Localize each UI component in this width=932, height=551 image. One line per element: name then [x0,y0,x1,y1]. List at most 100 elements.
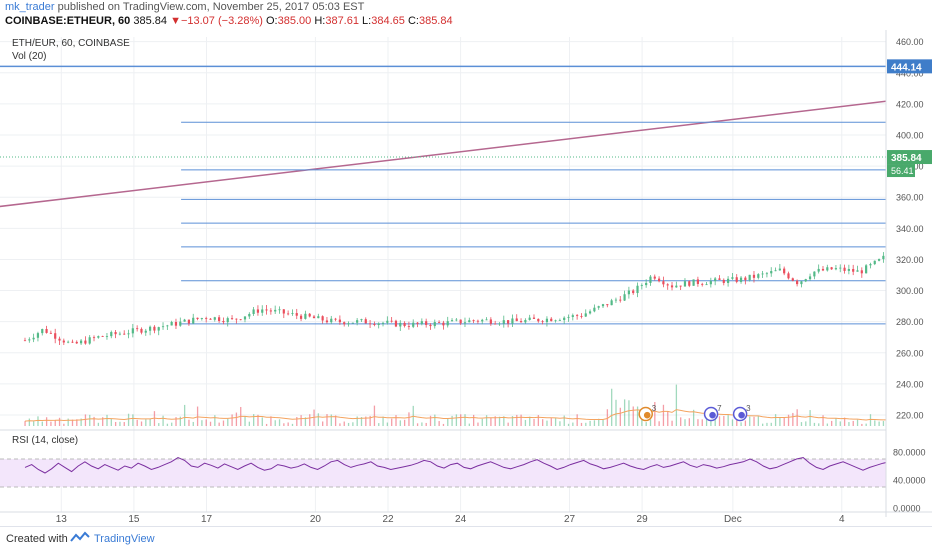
candle-body [450,320,454,322]
candle-body [136,328,139,330]
event-icon-core [738,411,745,419]
candle-body [554,320,557,322]
candle-body [330,318,333,323]
symbol-ohlc: COINBASE:ETHEUR, 60 385.84 ▼−13.07 (−3.2… [5,15,453,27]
candle-body [636,285,639,294]
candle-body [588,311,592,314]
price-tick-label: 220.00 [896,411,924,421]
volume-bar [856,419,859,426]
volume-bar [80,418,82,426]
candle-body [692,279,695,286]
volume-bar [132,414,134,426]
volume-bar [649,419,652,426]
volume-bar [623,399,626,426]
candle-body [218,317,221,321]
volume-bar [593,420,596,426]
candle-body [494,323,497,325]
rsi-band [0,459,886,487]
volume-bar [865,423,867,426]
volume-bar [179,416,181,426]
volume-bar [576,414,578,426]
candle-body [614,299,618,301]
volume-bar [166,423,169,426]
rsi-pane [0,429,932,488]
candle-body [649,276,652,283]
candle-body [670,285,674,288]
candle-body [507,320,510,324]
close-label: C: [407,15,419,27]
candle-body [110,332,113,337]
close-value: 385.84 [418,15,453,27]
volume-bar [278,419,281,426]
candle-body [709,281,712,285]
candles: 3 7 3 [23,199,932,422]
rsi-line [24,457,932,474]
volume-bar [770,422,772,426]
candle-body [252,309,255,314]
candle-body [610,300,613,306]
volume-bar [334,415,337,426]
volume-bar [473,414,475,426]
candle-body [58,338,61,341]
time-tick-label: 4 [839,514,845,525]
volume-bar [33,421,35,426]
volume-bar [291,423,294,426]
volume-bar [701,419,703,426]
candle-body [386,320,389,323]
volume-bar [261,417,263,426]
candle-body [817,268,820,272]
candle-body [239,319,242,321]
candle-body [153,326,156,331]
last-price-text: 385.84 [891,153,922,164]
candle-body [550,318,553,322]
candle-body [558,320,561,321]
candle-body [71,341,74,343]
author-link[interactable]: mk_trader [5,1,55,13]
volume-bar [546,420,548,426]
volume-bar [352,422,354,426]
candle-body [774,270,777,272]
low-label: L: [362,15,372,27]
tradingview-brand[interactable]: TradingView [94,533,155,545]
candle-body [127,333,130,335]
volume-bar [395,415,397,426]
candle-body [735,277,738,282]
volume-bar [861,423,863,426]
candle-body [545,318,549,323]
price-tick-label: 280.00 [896,317,924,327]
candle-body [334,318,337,320]
time-tick-label: 24 [455,514,467,525]
candle-body [567,316,570,318]
volume-bar [662,404,665,426]
volume-bar [192,421,194,426]
last-price-tag [887,150,932,165]
candle-body [403,322,406,327]
volume-bar [274,420,276,426]
candle-body [235,318,238,320]
volume-bar [658,421,660,426]
candle-body [463,322,467,324]
candle-body [416,322,419,324]
low-value: 384.65 [371,15,405,27]
volume-bar [71,419,74,426]
volume-bar [183,404,186,426]
volume-bar [718,416,721,426]
volume-bar [485,415,488,426]
volume-bar [550,418,552,426]
price-chart[interactable]: 373 0(408.18)0.236(377.58)0.382(358.66)0… [0,30,932,526]
candle-body [830,267,833,270]
volume-bar [697,419,699,426]
volume-bar [494,416,496,426]
candle-body [429,324,432,327]
volume-bar [447,418,449,426]
volume-bar [50,421,52,426]
volume-bar [265,423,268,426]
volume-bar [188,419,190,426]
candle-body [778,268,781,271]
candle-body [54,333,57,339]
candle-body [877,259,881,261]
volume-bar [339,423,341,426]
candle-body [351,322,354,324]
rsi-tick-label: 40.0000 [893,476,926,486]
volume-bar [792,412,794,426]
